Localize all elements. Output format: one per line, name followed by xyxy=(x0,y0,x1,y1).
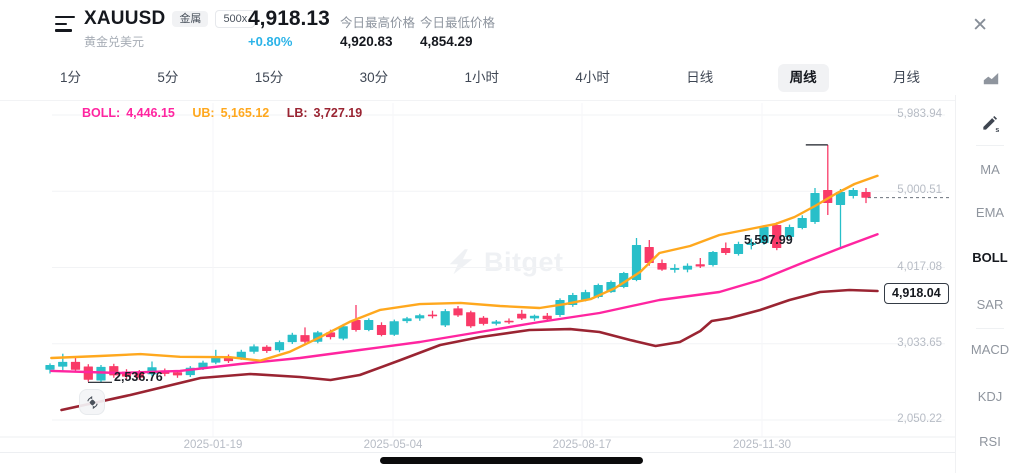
tab-15分[interactable]: 15分 xyxy=(254,70,284,86)
x-axis: 2025-01-19 2025-05-04 2025-08-17 2025-11-30 xyxy=(0,437,956,453)
chart-area[interactable]: Bitget BOLL: 4,446.15 UB: 5,165.12 LB: 3,72… xyxy=(0,95,956,473)
x-axis-tick: 2025-01-19 xyxy=(183,439,243,451)
divider xyxy=(976,328,1004,329)
boll-legend: BOLL: 4,446.15 UB: 5,165.12 LB: 3,727.19 xyxy=(82,106,368,120)
symbol-subtitle: 黄金兑美元 xyxy=(84,35,145,49)
y-axis-tick: 4,017.08 xyxy=(897,260,942,273)
last-price-flag: 4,918.04 xyxy=(884,282,949,304)
day-low-stat: 今日最低价格 4,854.29 xyxy=(420,12,495,49)
divider xyxy=(0,100,1024,101)
category-badge: 金属 xyxy=(172,11,209,27)
indicator-kdj[interactable]: KDJ xyxy=(977,389,1003,404)
watermark: Bitget xyxy=(446,247,564,278)
tab-5分[interactable]: 5分 xyxy=(157,70,179,86)
lb-label: LB: xyxy=(286,106,308,120)
tab-30分[interactable]: 30分 xyxy=(359,70,389,86)
indicator-macd[interactable]: MACD xyxy=(970,342,1010,357)
indicator-rsi[interactable]: RSI xyxy=(979,434,1001,449)
tab-1小时[interactable]: 1小时 xyxy=(464,70,500,86)
day-high-value: 4,920.83 xyxy=(340,34,393,49)
x-axis-tick: 2025-08-17 xyxy=(552,439,612,451)
draw-tool-icon[interactable]: s xyxy=(978,111,1002,138)
indicator-sidebar: s MA EMA BOLL SAR MACD KDJ RSI xyxy=(955,95,1024,473)
day-high-stat: 今日最高价格 4,920.83 xyxy=(340,12,415,49)
day-low-label: 今日最低价格 xyxy=(420,16,496,30)
symbol-title: XAUUSD xyxy=(84,8,166,29)
tab-月线[interactable]: 月线 xyxy=(893,70,920,86)
indicator-sar[interactable]: SAR xyxy=(976,297,1004,312)
svg-text:s: s xyxy=(995,126,999,133)
tab-1分[interactable]: 1分 xyxy=(60,70,82,86)
day-high-label: 今日最高价格 xyxy=(340,16,416,30)
chart-style-icon[interactable] xyxy=(980,67,1002,89)
high-price-annotation: 5,597.99 xyxy=(744,233,793,247)
boll-label: BOLL: xyxy=(82,106,121,120)
indicator-boll[interactable]: BOLL xyxy=(972,250,1008,265)
ub-value: 5,165.12 xyxy=(220,106,270,120)
rotate-screen-icon[interactable] xyxy=(79,389,105,415)
bitget-logo-icon xyxy=(449,248,473,274)
y-axis-tick: 5,983.94 xyxy=(897,108,942,120)
x-axis-tick: 2025-05-04 xyxy=(363,439,423,451)
menu-icon[interactable] xyxy=(55,15,77,37)
watermark-text: Bitget xyxy=(484,247,564,277)
indicator-ema[interactable]: EMA xyxy=(975,205,1005,220)
y-axis-tick: 2,050.22 xyxy=(897,413,942,425)
low-price-annotation: 2,536.76 xyxy=(114,369,163,384)
divider xyxy=(976,145,1004,146)
candlestick-chart[interactable] xyxy=(0,95,956,440)
leverage-badge: 500x xyxy=(215,10,256,28)
tab-4小时[interactable]: 4小时 xyxy=(575,70,610,86)
tab-周线[interactable]: 周线 xyxy=(777,64,829,92)
y-axis-tick: 3,033.65 xyxy=(897,336,942,349)
timeframe-tabs: 1分 5分 15分 30分 1小时 4小时 日线 周线 月线 xyxy=(0,58,1024,98)
header: XAUUSD 金属 500x 黄金兑美元 4,918.13 +0.80% 今日最… xyxy=(0,0,1024,56)
price-change-percent: +0.80% xyxy=(248,34,293,49)
last-price: 4,918.13 xyxy=(248,7,330,30)
home-indicator-bar xyxy=(380,457,643,464)
boll-value: 4,446.15 xyxy=(126,106,175,120)
tab-日线[interactable]: 日线 xyxy=(686,70,714,86)
lb-value: 3,727.19 xyxy=(313,106,363,120)
x-axis-tick: 2025-11-30 xyxy=(733,439,791,451)
indicator-ma[interactable]: MA xyxy=(980,162,1000,177)
close-icon[interactable]: ✕ xyxy=(972,15,988,36)
symbol-row: XAUUSD 金属 500x xyxy=(84,8,256,30)
ub-label: UB: xyxy=(192,106,215,120)
y-axis-tick: 5,000.51 xyxy=(897,184,942,197)
day-low-value: 4,854.29 xyxy=(420,34,473,49)
